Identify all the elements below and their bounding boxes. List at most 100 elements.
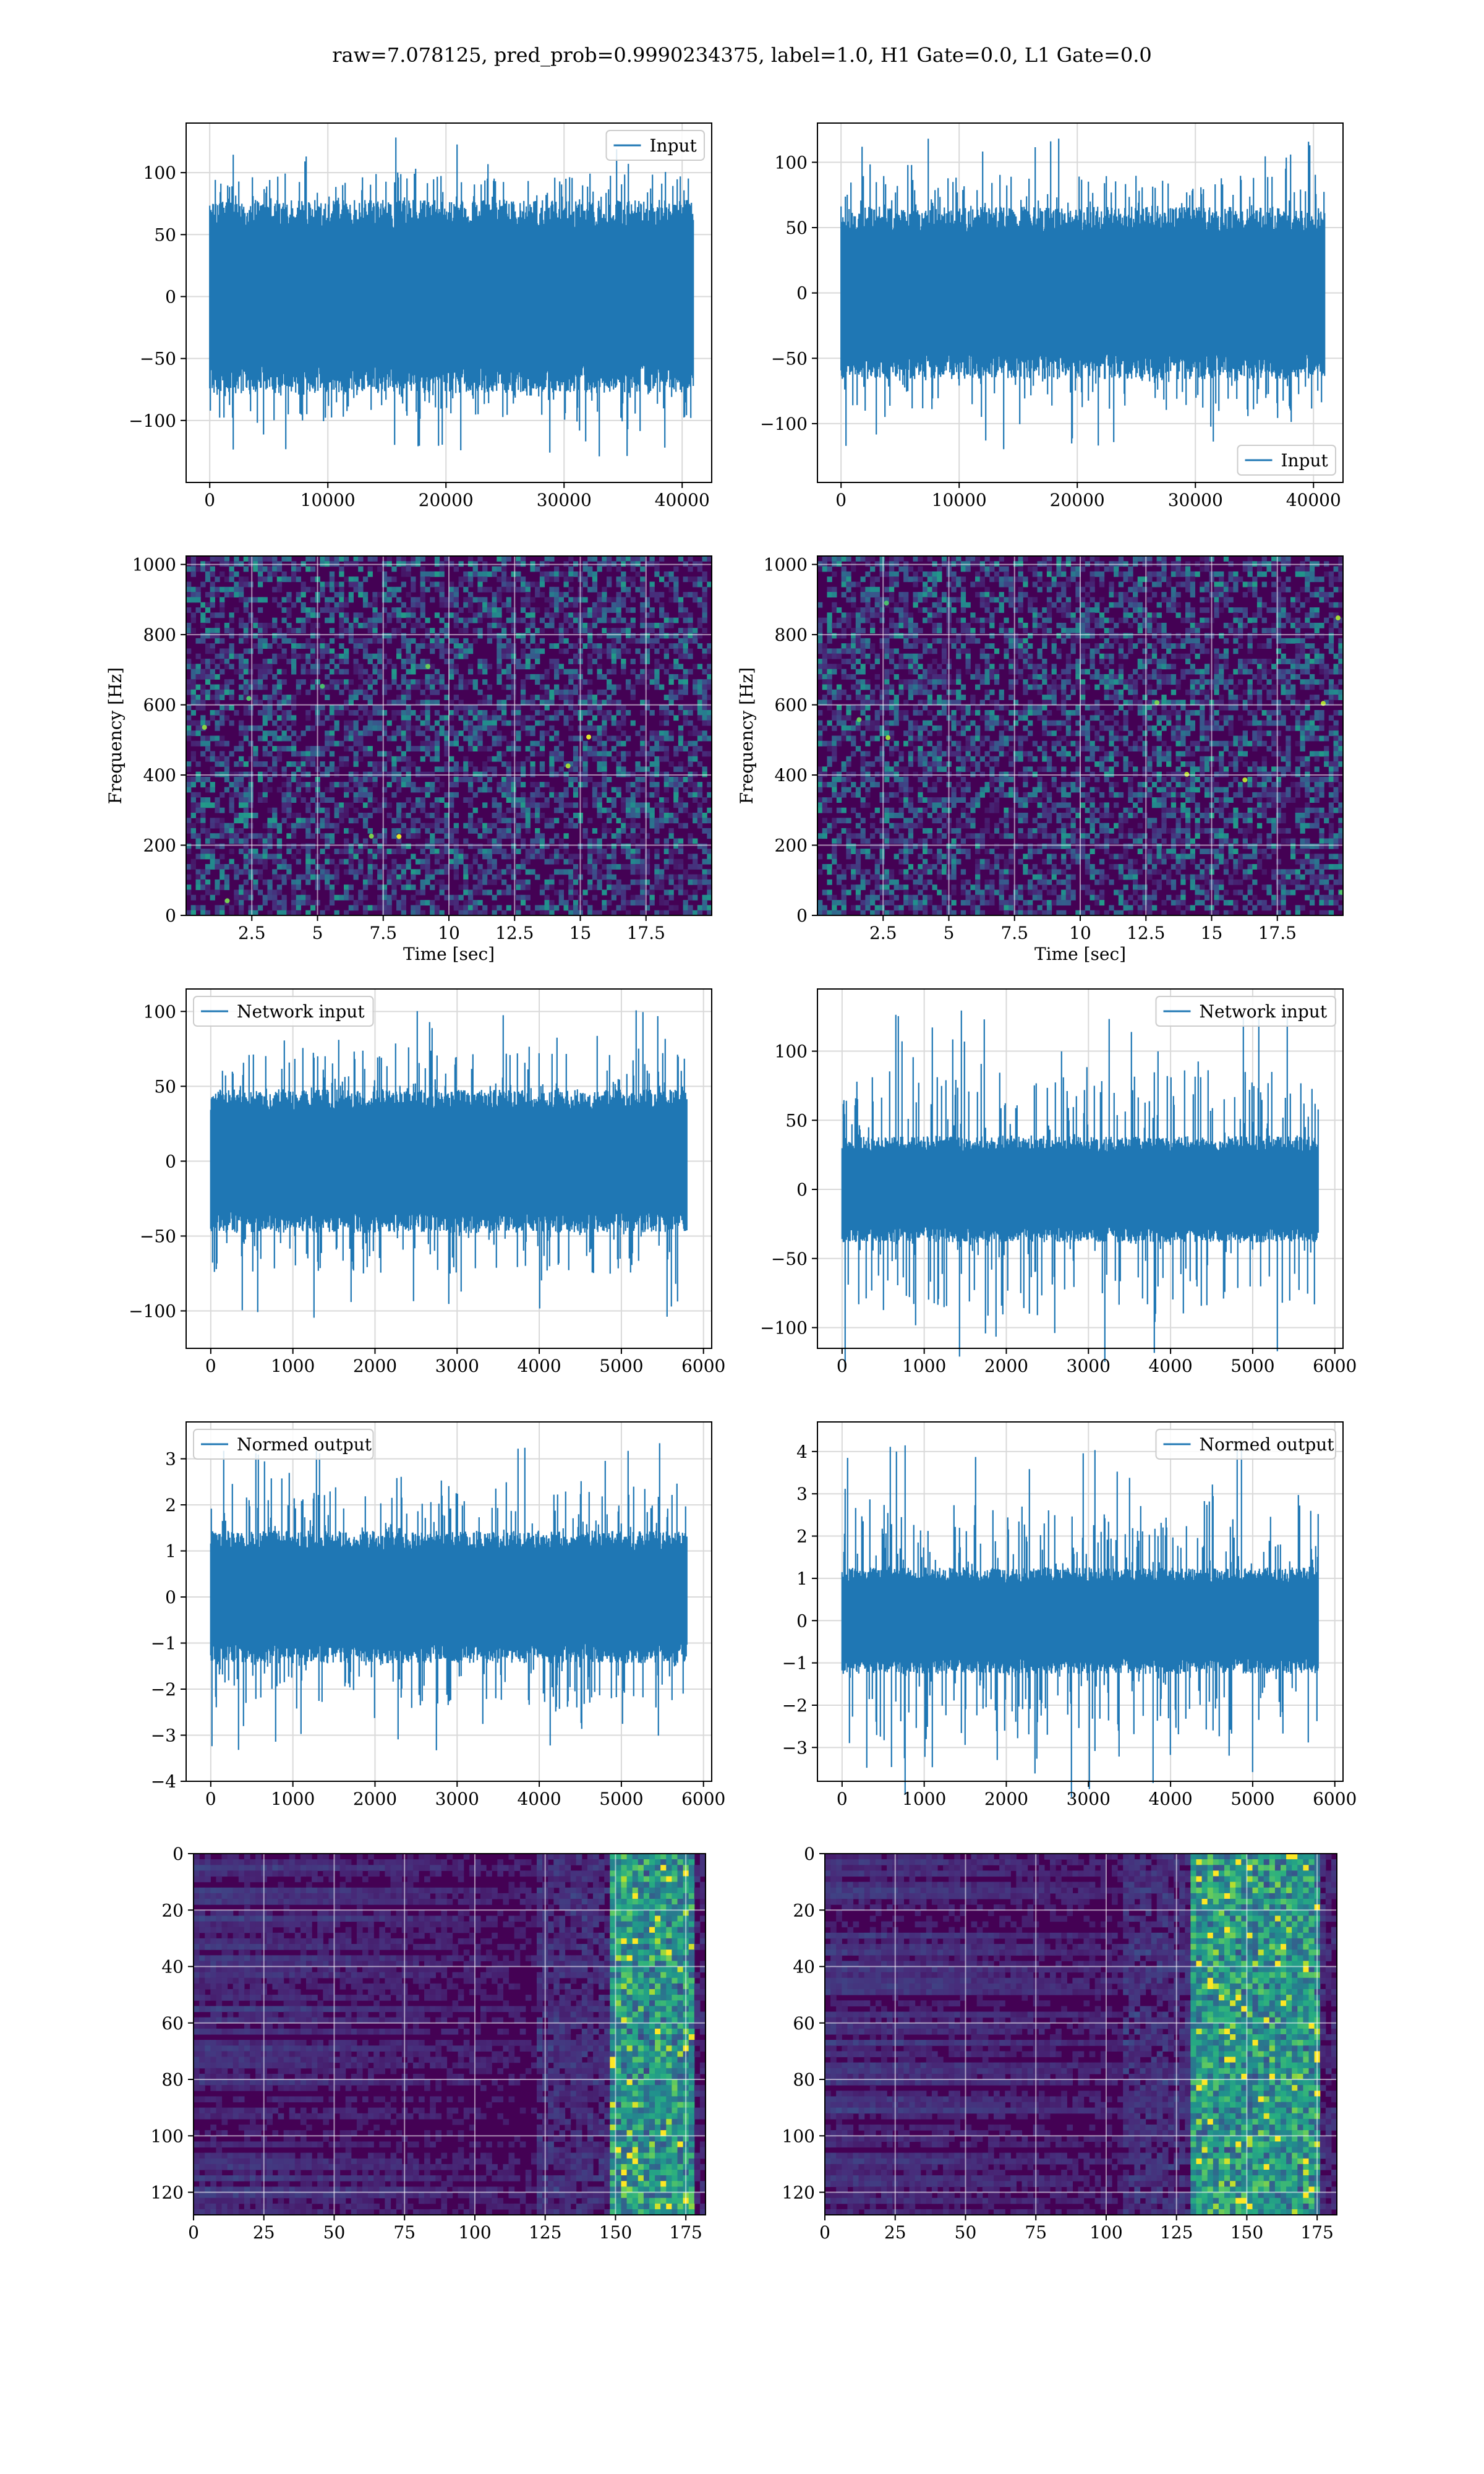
chart-r1c1: 0 10000 20000 30000 40000 −100 −50 0 50 100 Input	[129, 122, 712, 510]
legend-label: Network input	[237, 1001, 365, 1022]
x-tick-label: 6000	[681, 1789, 725, 1809]
axes-frame	[193, 1853, 706, 2215]
y-tick-label: 120	[151, 2183, 184, 2203]
y-tick-label: 0	[796, 905, 808, 926]
x-tick-label: 30000	[1168, 490, 1223, 510]
axes-frame	[817, 1421, 1344, 1782]
axes-frame	[824, 1853, 1337, 2215]
legend: Normed output	[1155, 1429, 1336, 1460]
legend: Network input	[193, 996, 374, 1027]
series-line	[841, 1440, 1319, 1797]
y-tick-label: −50	[771, 1249, 808, 1269]
x-tick-label: 5000	[599, 1356, 643, 1376]
y-tick-label: 120	[782, 2183, 815, 2203]
y-tick-label: 80	[793, 2070, 815, 2090]
y-tick-label: 20	[793, 1900, 815, 1920]
y-tick-label: −2	[782, 1695, 808, 1716]
heatmap-cells	[194, 1854, 706, 2215]
y-tick-label: 60	[793, 2013, 815, 2034]
x-tick-label: 75	[1025, 2222, 1047, 2243]
y-tick-label: 800	[143, 625, 176, 645]
chart-r4c2: 0 1000 2000 3000 4000 5000 6000 −3 −2 −1 0 1 2 3 4 Norm…	[782, 1421, 1357, 1809]
y-tick-label: 0	[165, 905, 176, 926]
legend-label: Normed output	[1200, 1434, 1335, 1455]
x-tick-label: 6000	[681, 1356, 725, 1376]
y-tick-label: 0	[796, 1611, 808, 1631]
y-tick-label: 100	[151, 2126, 184, 2146]
y-tick-label: −100	[129, 411, 176, 431]
series-line	[210, 1443, 688, 1750]
x-tick-label: 7.5	[1000, 923, 1028, 943]
y-tick-label: −100	[129, 1301, 176, 1321]
y-tick-label: 200	[775, 836, 808, 856]
x-tick-label: 15	[569, 923, 592, 943]
x-tick-label: 10	[1069, 923, 1091, 943]
chart-r5c2: 0 25 50 75 100 125 150 175 0 20 40 60 80 100 120	[782, 1844, 1337, 2243]
y-tick-label: −1	[782, 1653, 808, 1674]
y-tick-label: 100	[143, 1001, 176, 1022]
x-tick-label: 40000	[655, 490, 710, 510]
x-tick-label: 1000	[271, 1356, 315, 1376]
y-tick-label: 50	[154, 1076, 176, 1097]
y-tick-label: 0	[165, 1151, 176, 1171]
x-tick-label: 100	[1090, 2222, 1122, 2243]
y-tick-label: 0	[804, 1844, 815, 1864]
axes-frame	[817, 988, 1344, 1349]
heatmap-cells	[825, 1854, 1337, 2215]
x-tick-label: 2.5	[869, 923, 897, 943]
y-tick-label: 20	[161, 1900, 184, 1920]
legend-label: Input	[650, 135, 697, 156]
y-tick-label: 0	[173, 1844, 184, 1864]
x-tick-label: 10000	[932, 490, 987, 510]
y-tick-label: −100	[760, 414, 808, 434]
x-tick-label: 3000	[435, 1356, 479, 1376]
y-tick-label: 3	[796, 1484, 808, 1504]
chart-r3c1: 0 1000 2000 3000 4000 5000 6000 −100 −50 0 50 100 Ne…	[129, 988, 725, 1376]
y-tick-label: 200	[143, 836, 176, 856]
series-line	[841, 1010, 1319, 1369]
x-tick-label: 2000	[984, 1356, 1028, 1376]
x-tick-label: 0	[819, 2222, 830, 2243]
legend: Input	[1237, 445, 1336, 476]
y-tick-label: 100	[775, 152, 808, 173]
y-tick-label: −4	[151, 1771, 176, 1792]
y-tick-label: 3	[165, 1449, 176, 1470]
x-tick-label: 4000	[517, 1789, 561, 1809]
x-tick-label: 6000	[1313, 1789, 1357, 1809]
x-tick-label: 7.5	[369, 923, 397, 943]
chart-r5c1: 0 25 50 75 100 125 150 175 0 20 40 60 80 100 120	[151, 1844, 706, 2243]
y-tick-label: −100	[760, 1317, 808, 1338]
heatmap-cells	[186, 556, 712, 915]
x-tick-label: 2000	[984, 1789, 1028, 1809]
x-tick-label: 2000	[353, 1356, 397, 1376]
y-tick-label: −1	[151, 1633, 176, 1654]
y-tick-label: −3	[151, 1726, 176, 1746]
y-tick-label: 1	[165, 1541, 176, 1562]
x-tick-label: 4000	[1148, 1356, 1192, 1376]
x-tick-label: 3000	[435, 1789, 479, 1809]
series-line	[210, 1010, 688, 1318]
x-tick-label: 0	[835, 490, 846, 510]
series-line	[840, 139, 1326, 450]
x-tick-label: 5000	[1230, 1789, 1274, 1809]
x-tick-label: 4000	[1148, 1789, 1192, 1809]
x-tick-label: 150	[599, 2222, 632, 2243]
y-tick-label: 60	[161, 2013, 184, 2034]
grid-lines	[817, 556, 1343, 916]
axes-frame	[186, 1421, 712, 1782]
x-tick-label: 15	[1201, 923, 1223, 943]
y-tick-label: 40	[161, 1957, 184, 1977]
x-tick-label: 6000	[1313, 1356, 1357, 1376]
y-tick-label: −3	[782, 1737, 808, 1758]
x-tick-label: 175	[1300, 2222, 1333, 2243]
y-tick-label: 1	[796, 1569, 808, 1589]
x-tick-label: 30000	[537, 490, 592, 510]
y-tick-label: 400	[143, 765, 176, 785]
x-tick-label: 12.5	[495, 923, 534, 943]
x-tick-label: 17.5	[1258, 923, 1297, 943]
chart-r2c1: 2.5 5 7.5 10 12.5 15 17.5 0 200 400 600 800 1000 Time…	[105, 555, 712, 964]
x-tick-label: 2.5	[238, 923, 266, 943]
x-tick-label: 0	[204, 490, 215, 510]
chart-r4c1: 0 1000 2000 3000 4000 5000 6000 −4 −3 −2 −1 0 1 2 3 Nor…	[151, 1421, 725, 1809]
x-tick-label: 125	[529, 2222, 561, 2243]
